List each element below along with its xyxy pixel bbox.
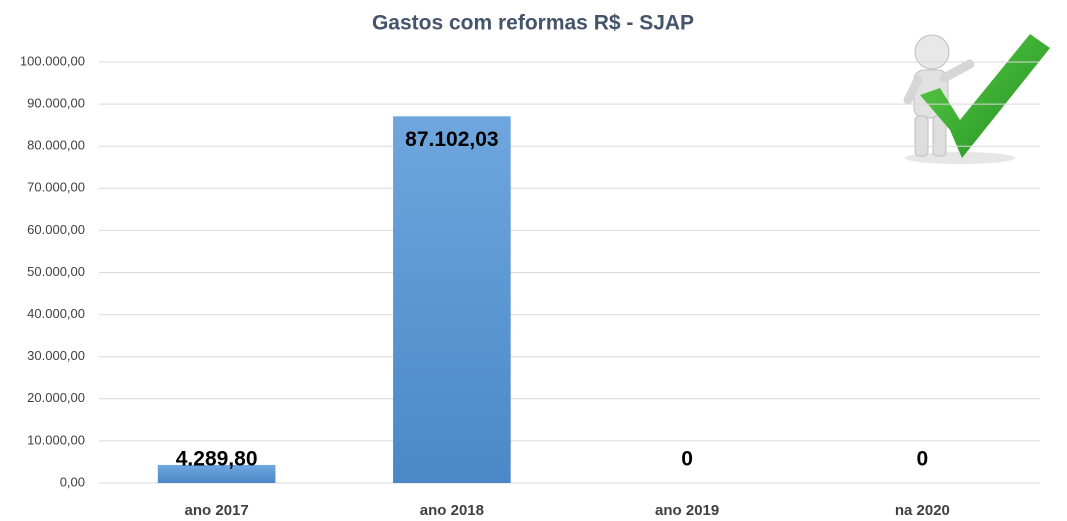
value-label: 0 bbox=[681, 448, 693, 471]
y-tick-label: 80.000,00 bbox=[27, 138, 85, 153]
bar bbox=[157, 464, 276, 483]
x-tick-label: ano 2019 bbox=[655, 502, 719, 519]
value-label: 0 bbox=[917, 448, 929, 471]
chart-title: Gastos com reformas R$ - SJAP bbox=[372, 12, 694, 35]
y-tick-label: 50.000,00 bbox=[27, 264, 85, 279]
y-tick-label: 30.000,00 bbox=[27, 348, 85, 363]
bar bbox=[393, 116, 511, 484]
x-tick-label: na 2020 bbox=[895, 502, 950, 519]
y-tick-label: 40.000,00 bbox=[27, 306, 85, 321]
x-tick-label: ano 2018 bbox=[420, 502, 484, 519]
value-label: 4.289,80 bbox=[176, 448, 258, 471]
decoration-icon bbox=[903, 34, 1050, 164]
y-tick-label: 60.000,00 bbox=[27, 222, 85, 237]
y-tick-label: 10.000,00 bbox=[27, 432, 85, 447]
value-label: 87.102,03 bbox=[405, 128, 498, 151]
y-tick-label: 0,00 bbox=[60, 474, 85, 489]
y-tick-label: 90.000,00 bbox=[27, 96, 85, 111]
y-tick-label: 100.000,00 bbox=[20, 53, 85, 68]
y-tick-label: 70.000,00 bbox=[27, 180, 85, 195]
x-tick-label: ano 2017 bbox=[185, 502, 249, 519]
y-tick-label: 20.000,00 bbox=[27, 390, 85, 405]
